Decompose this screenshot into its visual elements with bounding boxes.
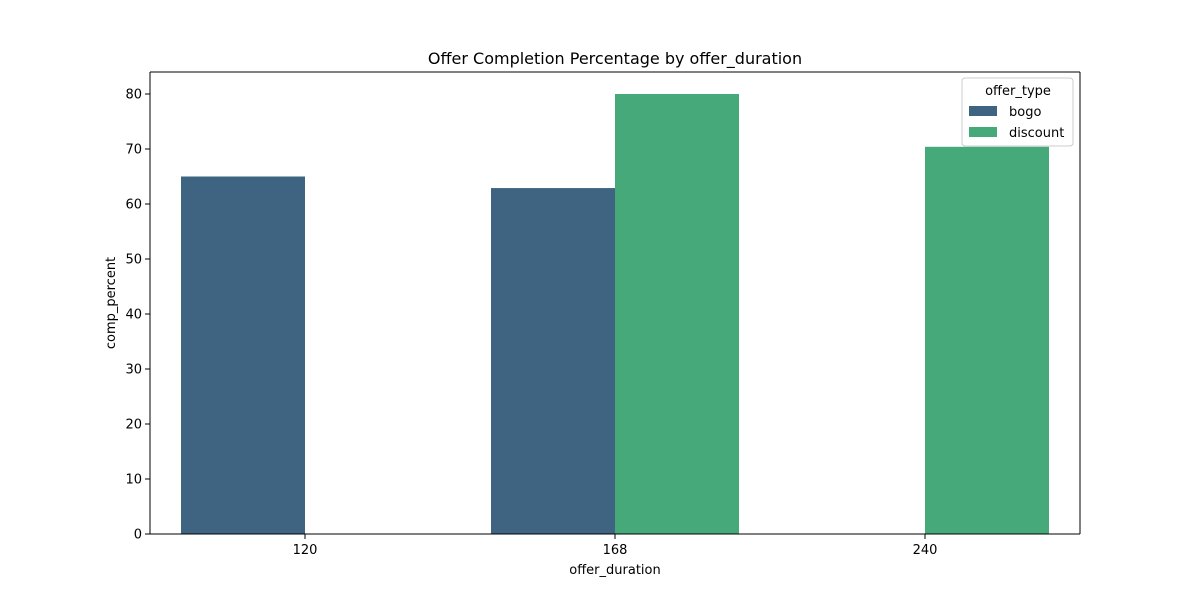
x-axis-label: offer_duration: [569, 563, 660, 578]
y-tick-label: 30: [125, 363, 142, 378]
x-tick-label: 240: [913, 543, 938, 558]
legend-swatch-bogo: [969, 106, 997, 116]
chart-title: Offer Completion Percentage by offer_dur…: [428, 49, 802, 69]
y-tick-label: 0: [134, 528, 142, 543]
x-axis: 120 168 240: [293, 534, 938, 558]
legend-swatch-discount: [969, 127, 997, 137]
legend: offer_type bogo discount: [961, 77, 1074, 147]
y-tick-label: 70: [125, 143, 142, 158]
y-tick-label: 40: [125, 308, 142, 323]
legend-title: offer_type: [985, 84, 1051, 99]
y-tick-label: 60: [125, 198, 142, 213]
bar-bogo-168: [491, 188, 615, 535]
bar-discount-240: [925, 146, 1049, 535]
y-tick-label: 50: [125, 253, 142, 268]
y-axis: 0 10 20 30 40 50 60 70 80: [125, 88, 150, 543]
plot-area: [149, 71, 1081, 535]
y-tick-label: 20: [125, 418, 142, 433]
x-tick-label: 120: [293, 543, 318, 558]
legend-label-discount: discount: [1009, 126, 1064, 141]
bar-discount-168: [615, 94, 739, 534]
y-axis-label: comp_percent: [104, 257, 119, 349]
bar-bogo-120: [181, 176, 305, 534]
y-tick-label: 10: [125, 473, 142, 488]
x-tick-label: 168: [603, 543, 628, 558]
legend-label-bogo: bogo: [1009, 105, 1041, 120]
y-tick-label: 80: [125, 88, 142, 103]
